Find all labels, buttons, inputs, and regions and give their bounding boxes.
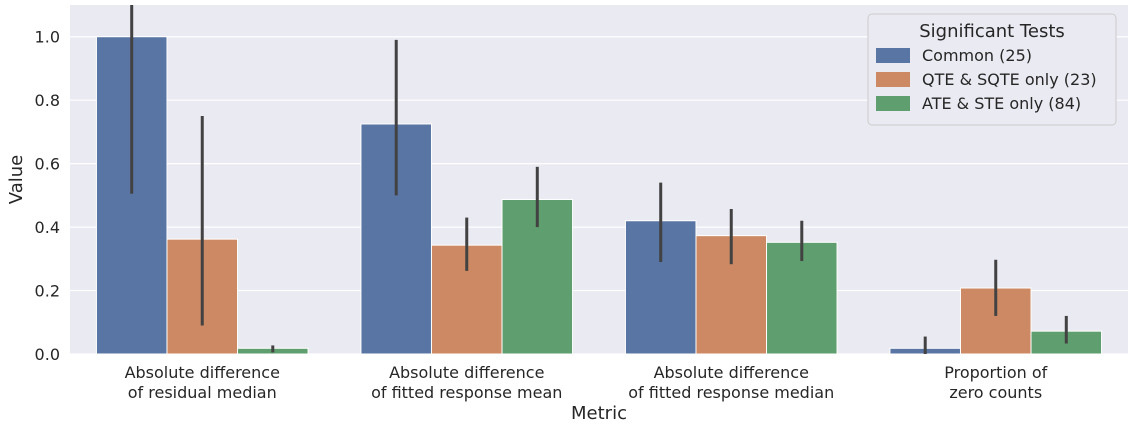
x-axis-label: Metric — [571, 403, 627, 422]
legend-box — [867, 13, 1117, 126]
legend-label: ATE & STE only (84) — [922, 94, 1081, 113]
legend-swatch — [876, 48, 910, 63]
x-tick-line: Proportion of — [944, 363, 1047, 382]
legend: Significant Tests Common (25) QTE & SQTE … — [867, 13, 1117, 126]
y-tick-label: 0.6 — [35, 155, 60, 174]
x-tick-line: zero counts — [949, 383, 1042, 402]
error-bars — [130, 5, 1068, 354]
y-tick-label: 0.0 — [35, 345, 60, 364]
legend-label: QTE & SQTE only (23) — [922, 70, 1097, 89]
y-tick-label: 0.8 — [35, 91, 60, 110]
y-tick-label: 0.2 — [35, 282, 60, 301]
y-tick-labels: 0.0 0.2 0.4 0.6 0.8 1.0 — [35, 28, 60, 364]
x-tick-line: of fitted response mean — [371, 383, 562, 402]
y-tick-label: 1.0 — [35, 28, 60, 47]
x-tick-line: of residual median — [128, 383, 277, 402]
x-tick-label: Absolute difference of fitted response me… — [371, 363, 562, 402]
x-tick-label: Absolute difference of fitted response me… — [628, 363, 834, 402]
y-axis-label: Value — [6, 155, 27, 204]
y-tick-label: 0.4 — [35, 218, 60, 237]
x-tick-line: Absolute difference — [654, 363, 809, 382]
x-tick-line: of fitted response median — [628, 383, 834, 402]
legend-swatch — [876, 72, 910, 87]
legend-swatch — [876, 96, 910, 111]
x-tick-label: Absolute difference of residual median — [125, 363, 280, 402]
x-tick-labels: Absolute difference of residual medianAbs… — [125, 363, 1048, 402]
x-tick-line: Absolute difference — [389, 363, 544, 382]
legend-label: Common (25) — [922, 46, 1032, 65]
x-tick-label: Proportion of zero counts — [944, 363, 1047, 402]
legend-title: Significant Tests — [919, 21, 1065, 42]
x-tick-line: Absolute difference — [125, 363, 280, 382]
